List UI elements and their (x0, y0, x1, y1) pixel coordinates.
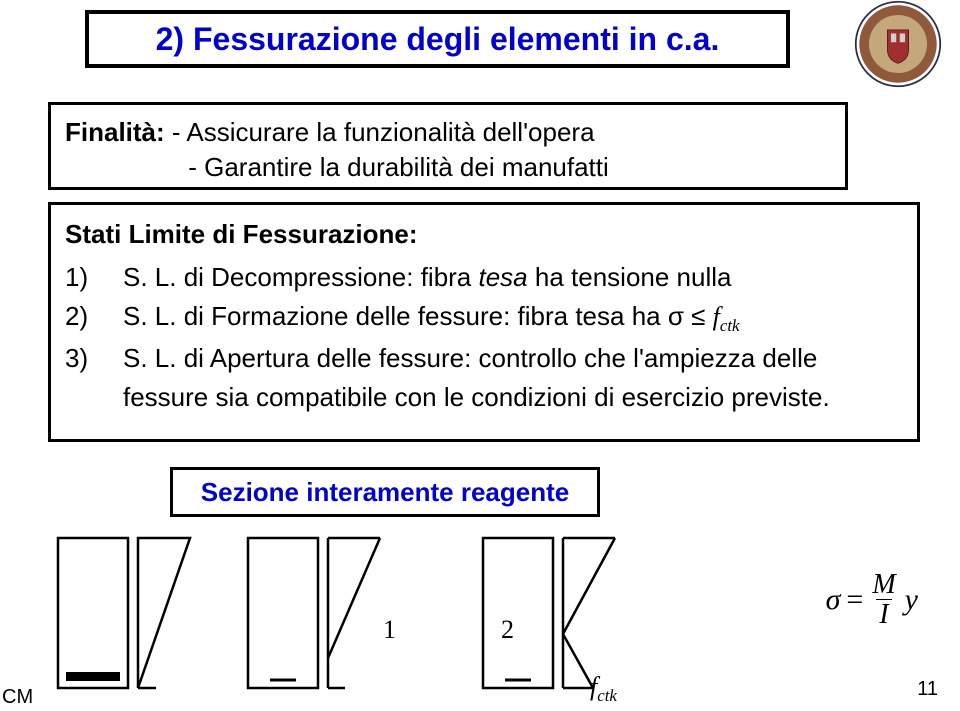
section-box: Sezione interamente reagente (170, 467, 600, 517)
fctk-label: fctk (590, 672, 617, 706)
item-text: S. L. di Decompressione: fibra tesa ha t… (123, 258, 903, 297)
list-item: 3) S. L. di Apertura delle fessure: cont… (65, 339, 903, 417)
list-item: 1) S. L. di Decompressione: fibra tesa h… (65, 258, 903, 297)
section-label: Sezione interamente reagente (201, 477, 569, 508)
item-text: S. L. di Formazione delle fessure: fibra… (123, 297, 903, 339)
list-item: 2) S. L. di Formazione delle fessure: fi… (65, 297, 903, 339)
item-number: 1) (65, 258, 95, 297)
finality-label: Finalità: (65, 117, 165, 147)
stress-diagram (48, 534, 768, 696)
item-number: 3) (65, 339, 95, 417)
states-box: Stati Limite di Fessurazione: 1) S. L. d… (48, 202, 920, 442)
states-heading: Stati Limite di Fessurazione: (65, 215, 903, 254)
item-number: 2) (65, 297, 95, 339)
diagram-label-2: 2 (501, 615, 514, 645)
diagram-label-1: 1 (383, 615, 396, 645)
page-number: 11 (917, 678, 938, 701)
item-text: S. L. di Apertura delle fessure: control… (123, 339, 903, 417)
finality-line2: - Garantire la durabilità dei manufatti (188, 152, 609, 182)
page-title: 2) Fessurazione degli elementi in c.a. (156, 21, 720, 58)
stress-equation: σ = M I y (826, 570, 918, 630)
finality-line1: - Assicurare la funzionalità dell'opera (172, 117, 595, 147)
corner-mark: CM (2, 686, 33, 709)
title-box: 2) Fessurazione degli elementi in c.a. (85, 10, 790, 68)
university-seal-icon (854, 0, 942, 88)
finality-box: Finalità: - Assicurare la funzionalità d… (48, 102, 848, 190)
